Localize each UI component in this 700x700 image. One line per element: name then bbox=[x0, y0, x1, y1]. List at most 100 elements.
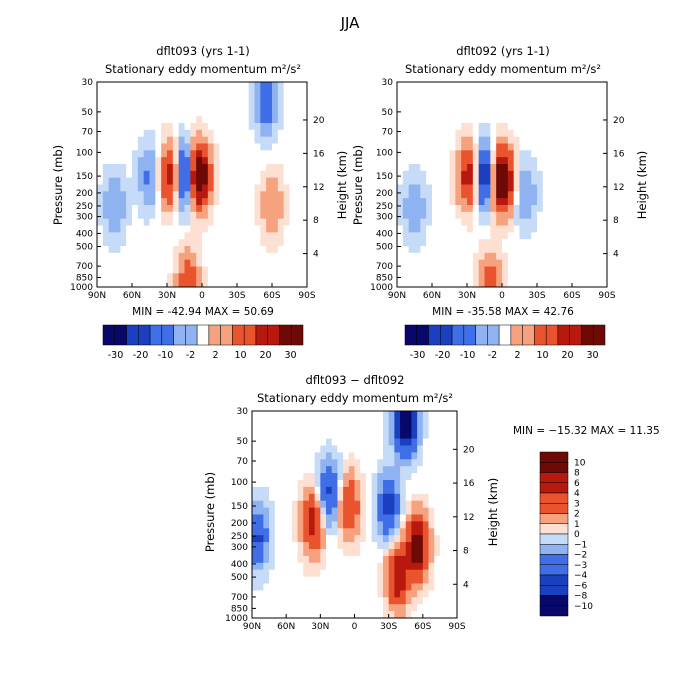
field-cell bbox=[496, 170, 503, 179]
field-cell bbox=[548, 280, 555, 288]
field-cell bbox=[260, 88, 267, 97]
field-cell bbox=[502, 102, 509, 110]
field-cell bbox=[428, 576, 435, 584]
field-cell bbox=[337, 535, 344, 543]
field-cell bbox=[257, 597, 264, 605]
field-cell bbox=[478, 239, 485, 247]
field-cell bbox=[308, 459, 316, 467]
field-cell bbox=[478, 225, 485, 233]
field-cell bbox=[301, 102, 308, 110]
field-cell bbox=[455, 116, 462, 124]
field-cell bbox=[461, 259, 468, 267]
field-cell bbox=[149, 143, 156, 151]
field-cell bbox=[149, 252, 156, 261]
field-cell bbox=[428, 555, 435, 564]
field-cell bbox=[537, 266, 544, 274]
field-cell bbox=[252, 480, 259, 488]
field-cell bbox=[269, 473, 276, 481]
field-cell bbox=[348, 611, 355, 619]
field-cell bbox=[432, 266, 439, 274]
field-cell bbox=[572, 218, 579, 226]
field-cell bbox=[280, 521, 287, 529]
field-cell bbox=[137, 102, 145, 110]
field-cell bbox=[422, 459, 430, 467]
field-cell bbox=[286, 549, 293, 557]
field-cell bbox=[531, 129, 538, 138]
field-cell bbox=[291, 528, 299, 536]
field-cell bbox=[291, 411, 299, 419]
field-cell bbox=[371, 542, 378, 550]
field-cell bbox=[286, 535, 293, 543]
field-cell bbox=[143, 150, 150, 158]
field-cell bbox=[132, 123, 139, 131]
field-cell bbox=[137, 95, 145, 103]
field-cell bbox=[542, 136, 550, 144]
field-cell bbox=[167, 266, 174, 274]
field-cell bbox=[583, 198, 590, 206]
field-cell bbox=[601, 143, 608, 151]
field-cell bbox=[348, 466, 355, 474]
field-cell bbox=[257, 480, 264, 488]
field-cell bbox=[137, 198, 145, 206]
field-cell bbox=[326, 549, 333, 557]
field-cell bbox=[149, 232, 156, 240]
field-cell bbox=[461, 102, 468, 110]
field-cell bbox=[484, 177, 491, 185]
field-cell bbox=[371, 473, 378, 481]
field-cell bbox=[414, 88, 421, 97]
field-cell bbox=[554, 198, 561, 206]
field-cell bbox=[297, 417, 304, 426]
field-cell bbox=[137, 184, 145, 192]
field-cell bbox=[155, 273, 162, 281]
field-cell bbox=[202, 198, 209, 206]
field-cell bbox=[525, 123, 532, 131]
field-cell bbox=[237, 239, 244, 247]
field-cell bbox=[269, 411, 276, 419]
field-cell bbox=[172, 266, 180, 274]
field-cell bbox=[414, 116, 421, 124]
field-cell bbox=[531, 211, 538, 220]
field-cell bbox=[283, 88, 290, 97]
field-cell bbox=[196, 164, 203, 172]
field-cell bbox=[589, 157, 596, 165]
field-cell bbox=[337, 597, 344, 605]
field-cell bbox=[102, 259, 110, 267]
field-cell bbox=[589, 129, 596, 138]
field-cell bbox=[577, 232, 585, 240]
field-cell bbox=[566, 95, 573, 103]
field-cell bbox=[207, 143, 215, 151]
field-cell bbox=[348, 514, 355, 522]
field-cell bbox=[178, 259, 185, 267]
field-cell bbox=[405, 500, 412, 509]
field-cell bbox=[348, 549, 355, 557]
field-cell bbox=[402, 136, 410, 144]
field-cell bbox=[402, 280, 410, 288]
field-cell bbox=[263, 500, 270, 509]
field-cell bbox=[377, 417, 384, 426]
field-cell bbox=[272, 218, 279, 226]
field-cell bbox=[207, 157, 215, 165]
field-cell bbox=[132, 129, 139, 138]
field-cell bbox=[120, 191, 127, 199]
field-cell bbox=[207, 239, 215, 247]
field-cell bbox=[434, 500, 441, 509]
field-cell bbox=[490, 170, 497, 179]
field-cell bbox=[451, 569, 458, 578]
field-cell bbox=[184, 239, 191, 247]
field-cell bbox=[439, 486, 447, 495]
field-cell bbox=[365, 473, 373, 481]
field-cell bbox=[172, 225, 180, 233]
min-max-readout: MIN = -35.58 MAX = 42.76 bbox=[432, 306, 574, 318]
field-cell bbox=[263, 549, 270, 557]
field-cell bbox=[402, 191, 410, 199]
field-cell bbox=[331, 466, 338, 474]
field-cell bbox=[408, 95, 415, 103]
field-cell bbox=[502, 211, 509, 220]
field-cell bbox=[432, 273, 439, 281]
field-cell bbox=[365, 549, 373, 557]
field-cell bbox=[382, 555, 390, 564]
field-cell bbox=[272, 102, 279, 110]
field-cell bbox=[394, 528, 401, 536]
y-tick-label: 850 bbox=[76, 273, 93, 283]
field-cell bbox=[272, 82, 279, 90]
